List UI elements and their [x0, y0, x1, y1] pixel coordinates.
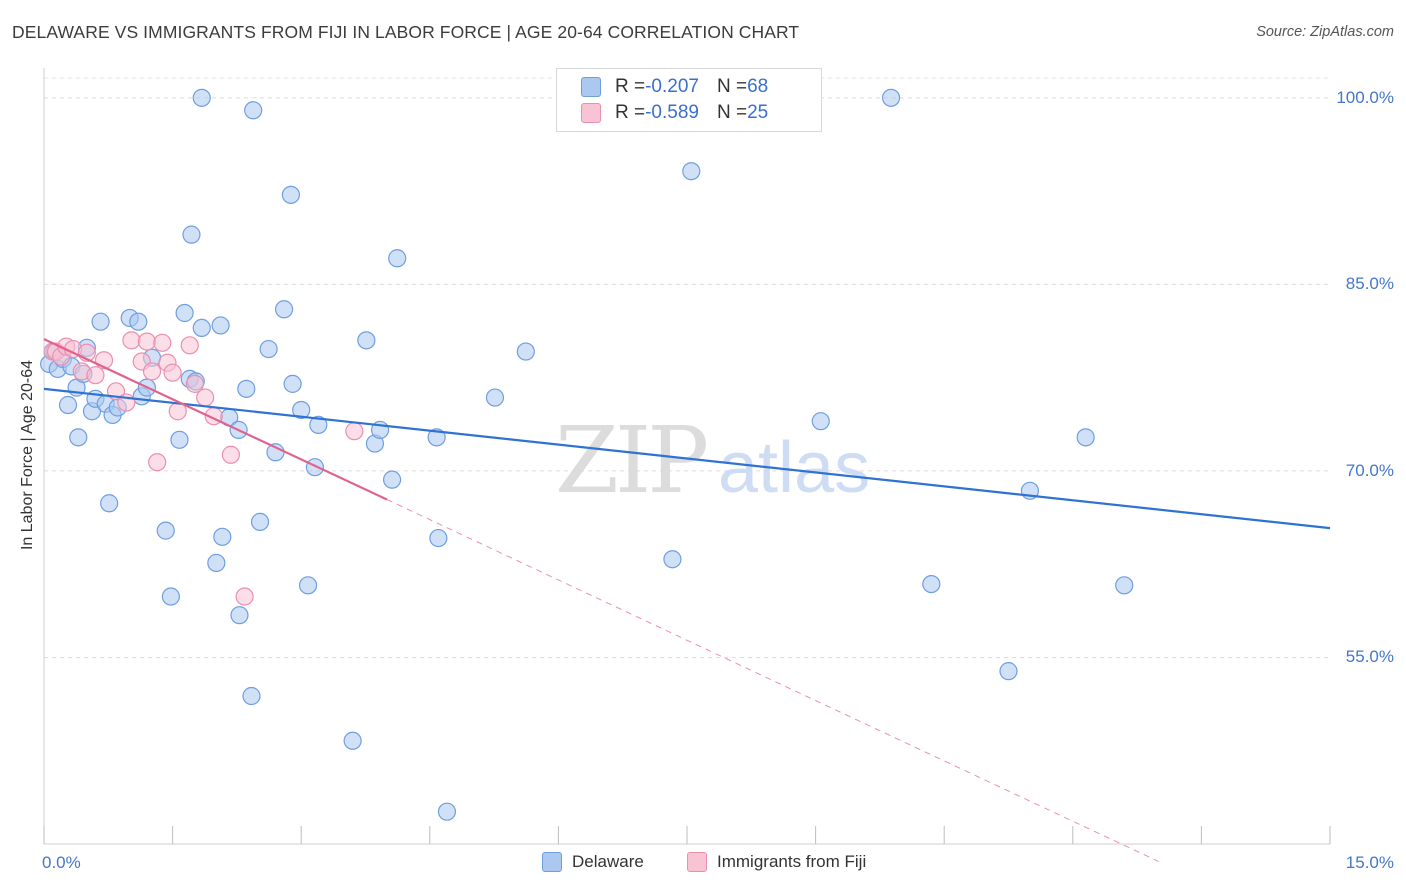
delaware-point: [161, 587, 180, 606]
fiji-point: [142, 362, 162, 381]
delaware-point: [69, 428, 88, 447]
y-axis-label: In Labor Force | Age 20-64: [19, 359, 36, 551]
fiji-point: [148, 453, 167, 472]
delaware-point: [663, 550, 682, 569]
delaware-point: [682, 162, 701, 181]
x-tick-label-min: 0.0%: [42, 853, 81, 872]
y-tick-label: 85.0%: [1345, 274, 1394, 294]
fiji-point: [221, 445, 240, 464]
delaware-point: [881, 88, 901, 107]
delaware-point: [175, 303, 194, 323]
delaware-point: [1076, 428, 1095, 447]
x-tick-label-max: 15.0%: [1345, 853, 1394, 872]
bottom-legend-fiji: Immigrants from Fiji: [687, 852, 866, 872]
fiji-point: [196, 388, 215, 407]
delaware-point: [91, 312, 110, 331]
delaware-point: [382, 470, 402, 489]
legend-swatch-fiji: [581, 103, 601, 123]
delaware-point: [250, 512, 270, 532]
fiji-point: [122, 331, 141, 350]
delaware-point: [388, 249, 407, 268]
bottom-legend-label-delaware: Delaware: [572, 852, 644, 871]
trendlines: [43, 338, 1331, 862]
delaware-point: [309, 415, 328, 435]
delaware-point: [230, 606, 249, 625]
fiji-point: [180, 336, 199, 355]
fiji-trendline: [43, 338, 388, 501]
x-tick-marks: [43, 826, 1331, 844]
delaware-point: [298, 576, 318, 595]
delaware-trendline: [43, 387, 1331, 530]
legend-swatch-delaware: [581, 77, 601, 97]
fiji-point: [137, 332, 156, 351]
legend-n-value: 25: [747, 102, 769, 123]
legend-n-label: N =: [716, 102, 748, 123]
y-tick-label: 100.0%: [1336, 87, 1394, 107]
delaware-point: [305, 458, 325, 477]
delaware-point: [259, 339, 278, 359]
legend-r-value: -0.207: [645, 76, 699, 97]
delaware-point: [170, 430, 189, 449]
fiji-point: [86, 366, 105, 385]
fiji-trendline-extension: [386, 499, 1159, 862]
delaware-point: [1115, 576, 1134, 595]
delaware-point: [999, 662, 1018, 681]
chart-title: DELAWARE VS IMMIGRANTS FROM FIJI IN LABO…: [12, 22, 800, 42]
delaware-point: [292, 400, 311, 420]
watermark-atlas: atlas: [718, 428, 870, 508]
delaware-point: [207, 553, 226, 573]
delaware-point: [192, 318, 211, 338]
delaware-point: [211, 316, 230, 335]
delaware-point: [922, 574, 941, 594]
delaware-point: [811, 412, 830, 431]
legend-r-label: R =: [615, 102, 646, 123]
source-note: Source: ZipAtlas.com: [1256, 24, 1394, 40]
delaware-point: [244, 101, 263, 120]
bottom-legend-swatch-fiji: [687, 852, 707, 872]
delaware-point: [437, 802, 457, 821]
delaware-point: [357, 331, 376, 350]
bottom-legend-label-fiji: Immigrants from Fiji: [717, 852, 867, 871]
delaware-point: [100, 494, 119, 513]
delaware-point: [283, 374, 302, 393]
delaware-point: [485, 388, 505, 407]
delaware-point: [58, 395, 78, 415]
legend-r-label: R =: [615, 76, 646, 97]
y-tick-label: 70.0%: [1345, 460, 1394, 480]
legend-row-fiji: R = -0.589 N = 25: [581, 101, 768, 125]
fiji-point: [153, 333, 172, 352]
bottom-legend-delaware: Delaware: [542, 852, 644, 872]
legend-n-label: N =: [716, 76, 748, 97]
bottom-legend-swatch-delaware: [542, 852, 562, 872]
fiji-point: [163, 363, 182, 382]
delaware-point: [429, 528, 448, 548]
correlation-legend: R = -0.207 N = 68 R = -0.589 N = 25: [556, 68, 822, 132]
delaware-point: [274, 300, 294, 319]
delaware-point: [516, 342, 535, 361]
fiji-point: [235, 587, 254, 606]
delaware-point: [192, 88, 211, 107]
legend-n-value: 68: [747, 76, 769, 97]
delaware-point: [237, 379, 256, 398]
delaware-point: [343, 731, 362, 750]
delaware-point: [182, 225, 201, 244]
delaware-point: [242, 686, 261, 706]
legend-row-delaware: R = -0.207 N = 68: [581, 75, 768, 99]
fiji-point: [345, 422, 364, 441]
watermark-zip: ZIP: [555, 407, 706, 514]
legend-r-value: -0.589: [645, 102, 699, 123]
y-tick-label: 55.0%: [1345, 647, 1394, 667]
delaware-point: [129, 312, 148, 331]
delaware-point: [213, 527, 232, 546]
fiji-point: [185, 374, 204, 393]
delaware-point: [427, 428, 446, 447]
delaware-point: [156, 521, 175, 540]
delaware-point: [281, 185, 301, 204]
